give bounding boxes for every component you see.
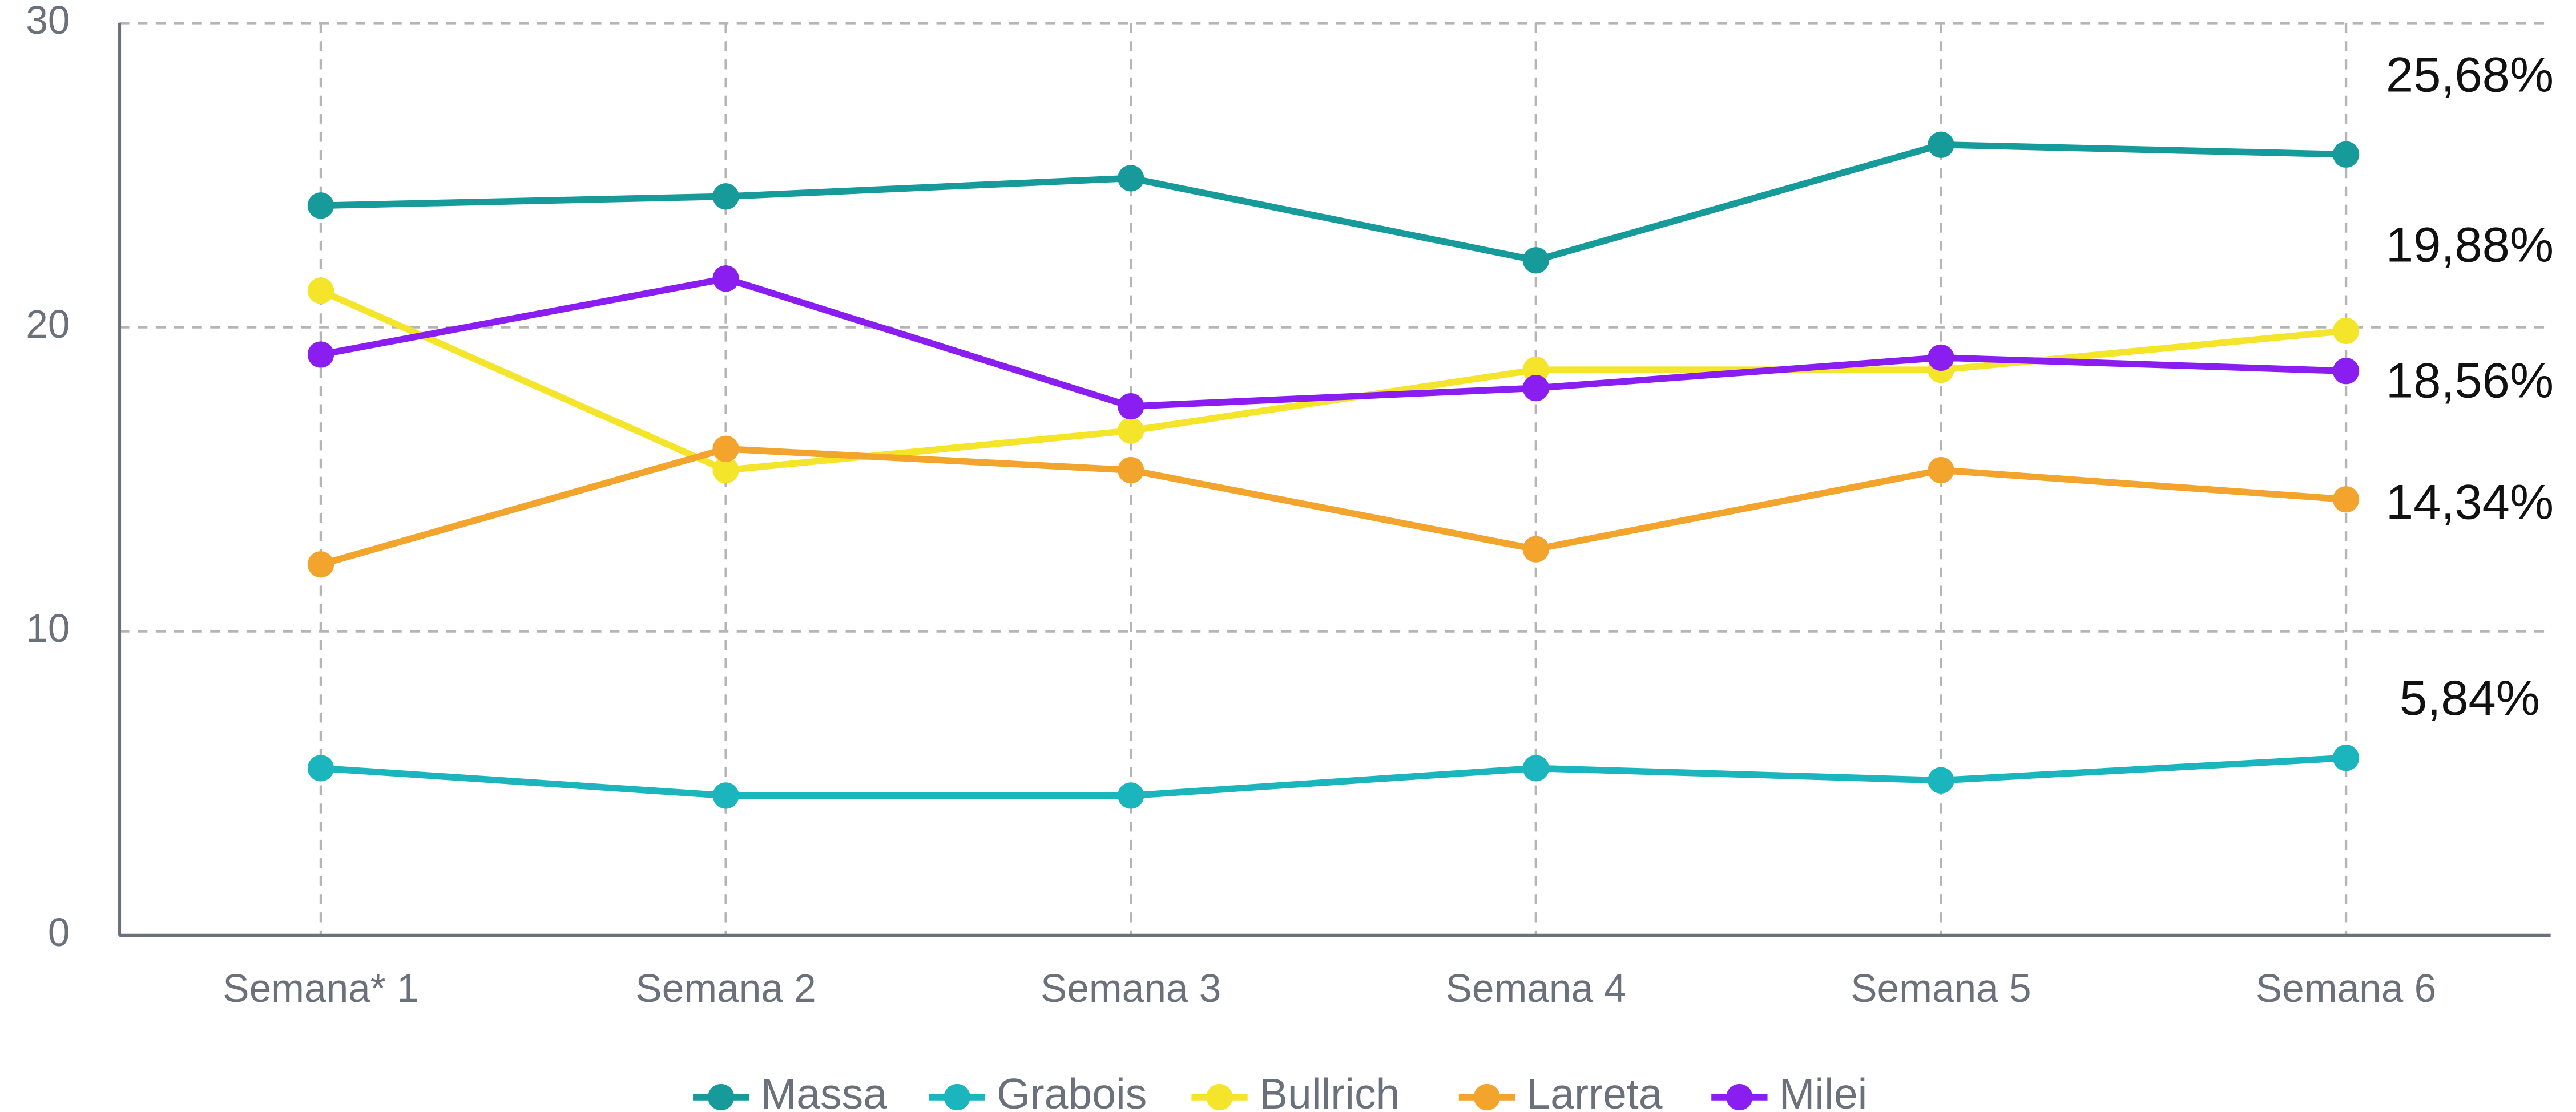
data-point	[712, 782, 739, 809]
data-point	[1118, 165, 1144, 192]
value-label: 25,68%	[2386, 47, 2554, 103]
data-point	[1522, 374, 1549, 402]
y-tick-label: 20	[26, 302, 70, 346]
series-line	[320, 141, 2347, 264]
x-tick-label: Semana 6	[2256, 966, 2436, 1010]
data-point	[1118, 417, 1144, 444]
data-point	[307, 551, 334, 578]
x-tick-label: Semana 5	[1851, 966, 2031, 1010]
data-point	[307, 755, 334, 782]
legend-label: Massa	[761, 1070, 888, 1112]
data-point	[2332, 317, 2360, 345]
series-line	[320, 445, 2347, 568]
data-point	[712, 456, 739, 484]
data-point	[1928, 344, 1954, 371]
data-point	[1522, 755, 1549, 782]
y-tick-label: 0	[48, 910, 70, 955]
legend-marker	[1726, 1083, 1753, 1111]
data-point	[1522, 536, 1549, 563]
legend-marker	[708, 1083, 735, 1111]
data-point	[712, 183, 739, 210]
x-tick-label: Semana 4	[1446, 966, 1626, 1010]
data-point	[712, 435, 739, 462]
value-label: 14,34%	[2386, 475, 2554, 530]
data-point	[1118, 393, 1144, 420]
data-point	[1522, 247, 1549, 274]
legend-marker	[944, 1083, 970, 1111]
x-tick-label: Semana 2	[635, 966, 816, 1010]
x-tick-label: Semana 3	[1041, 966, 1221, 1010]
value-label: 19,88%	[2386, 217, 2554, 272]
y-tick-label: 10	[26, 606, 70, 650]
value-label: 5,84%	[2400, 670, 2540, 726]
data-point	[307, 192, 334, 219]
legend-label: Milei	[1779, 1070, 1868, 1112]
data-point	[1928, 456, 1954, 484]
legend-label: Bullrich	[1259, 1070, 1400, 1112]
data-point	[712, 265, 739, 292]
data-point	[1928, 131, 1954, 158]
data-point	[1928, 767, 1954, 794]
series-line	[320, 754, 2347, 799]
data-point	[2332, 486, 2360, 513]
data-point	[307, 341, 334, 368]
data-point	[1118, 456, 1144, 484]
series-line	[319, 288, 2347, 474]
legend-marker	[1206, 1083, 1233, 1111]
data-point	[2332, 141, 2360, 168]
y-tick-label: 30	[26, 0, 70, 42]
legend-label: Grabois	[997, 1070, 1147, 1112]
data-point	[1522, 357, 1549, 383]
value-label: 18,56%	[2386, 353, 2554, 408]
x-tick-label: Semana* 1	[223, 966, 418, 1010]
legend-label: Larreta	[1526, 1070, 1662, 1112]
data-point	[307, 277, 334, 304]
data-point	[2332, 745, 2360, 771]
legend-marker	[1473, 1083, 1501, 1111]
series-line	[320, 275, 2347, 410]
data-point	[1118, 782, 1144, 809]
data-point	[2332, 358, 2360, 385]
